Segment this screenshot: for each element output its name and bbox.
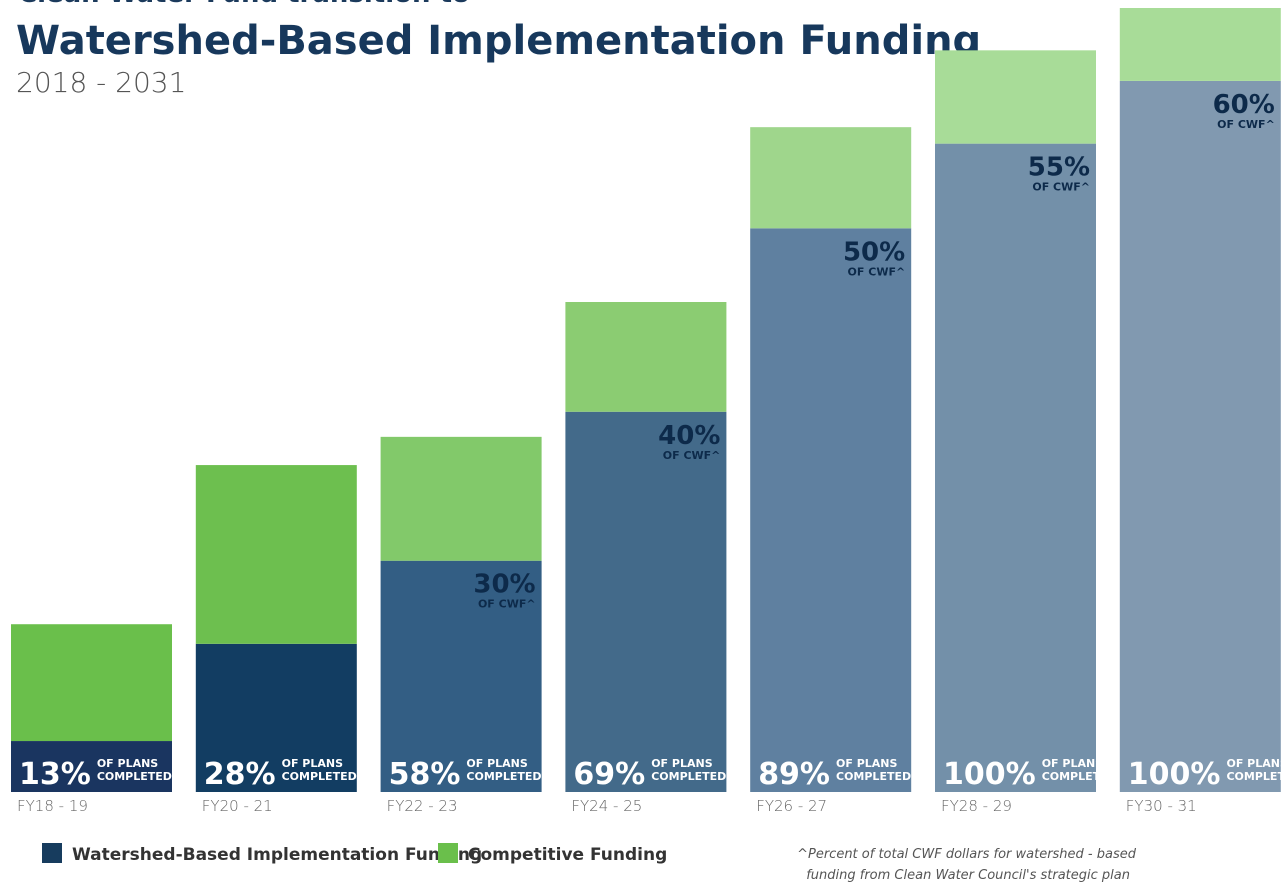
chart-supertitle: Clean Water Fund transition to [18,0,470,9]
legend-swatch [438,843,458,863]
legend-label: Competitive Funding [468,845,667,865]
plans-caption: OF PLANS [282,757,343,770]
plans-caption: OF PLANS [1226,757,1286,770]
plans-caption: OF PLANS [836,757,897,770]
bar-segment [1119,8,1281,81]
bar-segment [380,560,542,792]
plans-caption: COMPLETED [1226,770,1286,783]
cwf-label: 30% [473,570,535,600]
bar-segment [565,302,727,412]
x-tick-label: FY20 - 21 [202,797,273,815]
plans-caption: COMPLETED [466,770,541,783]
cwf-caption: OF CWF^ [1217,118,1275,131]
x-tick-label: FY30 - 31 [1126,797,1197,815]
plans-label: 100% [943,757,1036,792]
footnote: funding from Clean Water Council's strat… [806,868,1130,883]
plans-caption: OF PLANS [97,757,158,770]
chart-title: Watershed-Based Implementation Funding [16,18,981,64]
bar-segment [935,143,1096,792]
plans-caption: COMPLETED [1042,770,1117,783]
bar-segment [935,50,1096,144]
plans-label: 100% [1128,757,1221,792]
bar-segment [380,436,542,561]
plans-label: 13% [19,757,91,792]
bar-segment [11,624,172,742]
plans-caption: OF PLANS [1042,757,1103,770]
x-tick-label: FY24 - 25 [571,797,642,815]
plans-caption: OF PLANS [466,757,527,770]
legend-swatch [42,843,62,863]
cwf-caption: OF CWF^ [848,265,906,278]
bar-segment [750,228,912,792]
cwf-label: 55% [1028,153,1090,183]
plans-caption: COMPLETED [282,770,357,783]
cwf-label: 60% [1213,90,1275,120]
bar-segment [195,465,357,644]
plans-caption: COMPLETED [97,770,172,783]
x-tick-label: FY28 - 29 [941,797,1012,815]
bar-segment [750,127,912,229]
bar-segment [1119,80,1281,793]
plans-caption: COMPLETED [651,770,726,783]
chart-subtitle: 2018 - 2031 [16,66,186,99]
cwf-label: 40% [658,421,720,451]
bar-segment [11,741,172,792]
x-tick-label: FY22 - 23 [387,797,458,815]
cwf-caption: OF CWF^ [478,598,536,611]
x-tick-label: FY26 - 27 [756,797,827,815]
footnote: ^Percent of total CWF dollars for waters… [797,847,1137,862]
plans-label: 69% [573,757,645,792]
plans-caption: OF PLANS [651,757,712,770]
cwf-label: 50% [843,237,905,267]
plans-label: 28% [204,757,276,792]
legend-label: Watershed-Based Implementation Funding [72,845,482,865]
plans-label: 58% [389,757,461,792]
plans-label: 89% [758,757,830,792]
cwf-caption: OF CWF^ [663,449,721,462]
bar-segment [195,643,357,792]
cwf-caption: OF CWF^ [1032,181,1090,194]
plans-caption: COMPLETED [836,770,911,783]
bar-segment [565,411,727,792]
x-tick-label: FY18 - 19 [17,797,88,815]
